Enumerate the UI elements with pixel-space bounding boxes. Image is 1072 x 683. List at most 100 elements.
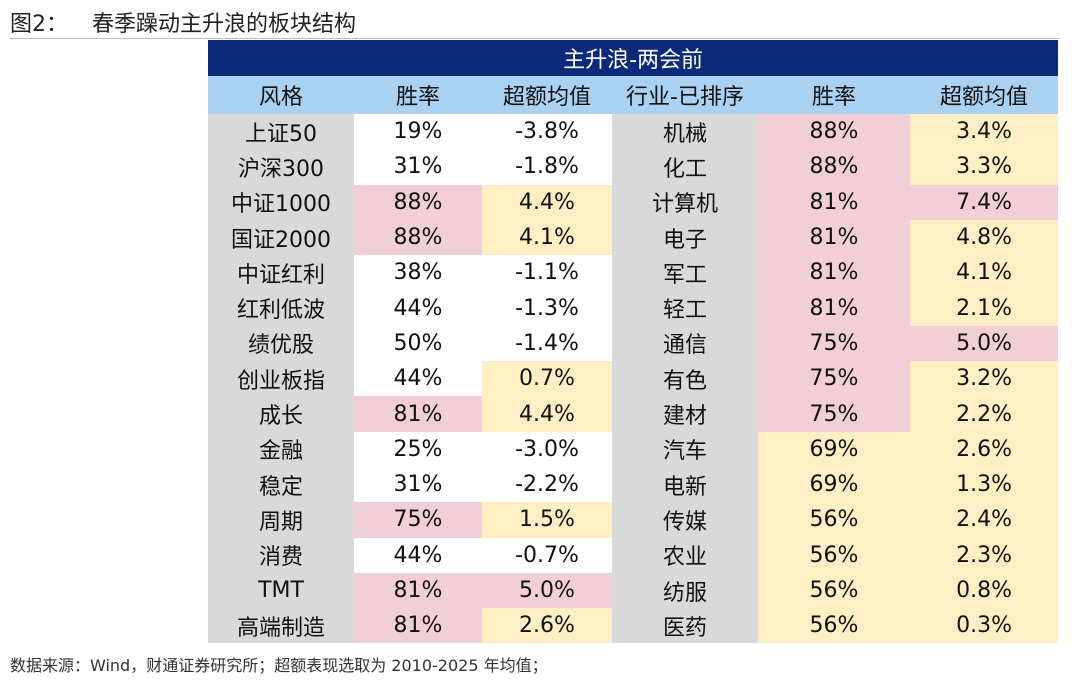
style-name-cell: 中证1000 (208, 184, 354, 220)
table-row: 稳定 31% -2.2% 电新 69% 1.3% (208, 466, 1059, 503)
industry-win-rate-cell: 75% (758, 361, 910, 397)
style-excess-cell: -1.8% (482, 149, 612, 185)
industry-name-cell: 化工 (612, 149, 758, 185)
style-name-cell: 稳定 (208, 466, 354, 503)
industry-win-rate-cell: 69% (758, 466, 910, 503)
industry-name-cell: 纺服 (612, 572, 758, 609)
style-win-rate-cell: 88% (354, 184, 482, 220)
table-row: 中证红利 38% -1.1% 军工 81% 4.1% (208, 255, 1059, 291)
industry-win-rate-cell: 56% (758, 608, 910, 644)
industry-excess-cell: 4.8% (910, 219, 1059, 256)
table-row: 周期 75% 1.5% 传媒 56% 2.4% (208, 502, 1059, 538)
header-industry: 行业-已排序 (612, 76, 758, 114)
header-excess-style: 超额均值 (482, 76, 612, 114)
industry-name-cell: 电新 (612, 466, 758, 503)
industry-win-rate-cell: 88% (758, 114, 910, 150)
industry-excess-cell: 2.6% (910, 431, 1059, 467)
style-name-cell: 创业板指 (208, 361, 354, 397)
style-excess-cell: 4.4% (482, 184, 612, 220)
header-win-rate-industry: 胜率 (758, 76, 910, 114)
industry-name-cell: 通信 (612, 325, 758, 362)
style-name-cell: 上证50 (208, 114, 354, 150)
industry-excess-cell: 3.4% (910, 114, 1059, 150)
industry-win-rate-cell: 56% (758, 572, 910, 609)
style-win-rate-cell: 88% (354, 219, 482, 256)
style-name-cell: 红利低波 (208, 290, 354, 326)
style-name-cell: 成长 (208, 396, 354, 432)
style-win-rate-cell: 44% (354, 361, 482, 397)
style-excess-cell: 4.1% (482, 219, 612, 256)
industry-name-cell: 计算机 (612, 184, 758, 220)
industry-name-cell: 有色 (612, 361, 758, 397)
industry-excess-cell: 2.4% (910, 502, 1059, 538)
industry-name-cell: 建材 (612, 396, 758, 432)
industry-win-rate-cell: 81% (758, 219, 910, 256)
style-name-cell: 绩优股 (208, 325, 354, 362)
industry-name-cell: 医药 (612, 608, 758, 644)
table-row: 绩优股 50% -1.4% 通信 75% 5.0% (208, 325, 1059, 362)
industry-excess-cell: 3.2% (910, 361, 1059, 397)
style-win-rate-cell: 44% (354, 537, 482, 573)
industry-name-cell: 机械 (612, 114, 758, 150)
style-name-cell: 金融 (208, 431, 354, 467)
style-name-cell: 周期 (208, 502, 354, 538)
industry-excess-cell: 2.2% (910, 396, 1059, 432)
header-win-rate-style: 胜率 (354, 76, 482, 114)
table-row: 消费 44% -0.7% 农业 56% 2.3% (208, 537, 1059, 573)
industry-excess-cell: 7.4% (910, 184, 1059, 220)
table-group-header: 主升浪-两会前 (208, 40, 1059, 76)
industry-win-rate-cell: 81% (758, 290, 910, 326)
industry-name-cell: 轻工 (612, 290, 758, 326)
style-name-cell: 中证红利 (208, 255, 354, 291)
style-excess-cell: -3.0% (482, 431, 612, 467)
style-win-rate-cell: 81% (354, 608, 482, 644)
header-style: 风格 (208, 76, 354, 114)
table-row: 上证50 19% -3.8% 机械 88% 3.4% (208, 114, 1059, 150)
style-win-rate-cell: 75% (354, 502, 482, 538)
style-excess-cell: 4.4% (482, 396, 612, 432)
style-win-rate-cell: 50% (354, 325, 482, 362)
source-note: 数据来源：Wind，财通证券研究所；超额表现选取为 2010-2025 年均值； (10, 656, 548, 675)
industry-excess-cell: 3.3% (910, 149, 1059, 185)
style-excess-cell: -1.3% (482, 290, 612, 326)
style-win-rate-cell: 31% (354, 466, 482, 503)
style-excess-cell: 0.7% (482, 361, 612, 397)
table-row: 创业板指 44% 0.7% 有色 75% 3.2% (208, 361, 1059, 397)
industry-name-cell: 农业 (612, 537, 758, 573)
industry-name-cell: 传媒 (612, 502, 758, 538)
industry-win-rate-cell: 81% (758, 184, 910, 220)
industry-excess-cell: 4.1% (910, 255, 1059, 291)
figure-title: 图2： 春季躁动主升浪的板块结构 (10, 6, 356, 38)
header-excess-industry: 超额均值 (910, 76, 1059, 114)
table-row: 中证1000 88% 4.4% 计算机 81% 7.4% (208, 184, 1059, 220)
style-name-cell: 国证2000 (208, 219, 354, 256)
industry-win-rate-cell: 56% (758, 537, 910, 573)
table-row: TMT 81% 5.0% 纺服 56% 0.8% (208, 572, 1059, 609)
style-win-rate-cell: 44% (354, 290, 482, 326)
industry-win-rate-cell: 75% (758, 396, 910, 432)
industry-excess-cell: 2.1% (910, 290, 1059, 326)
industry-name-cell: 军工 (612, 255, 758, 291)
figure-label: 图2： (10, 12, 68, 37)
industry-excess-cell: 0.8% (910, 572, 1059, 609)
table-row: 高端制造 81% 2.6% 医药 56% 0.3% (208, 608, 1059, 644)
style-excess-cell: 1.5% (482, 502, 612, 538)
style-excess-cell: 5.0% (482, 572, 612, 609)
table-row: 红利低波 44% -1.3% 轻工 81% 2.1% (208, 290, 1059, 326)
table-row: 国证2000 88% 4.1% 电子 81% 4.8% (208, 219, 1059, 256)
style-name-cell: 沪深300 (208, 149, 354, 185)
style-win-rate-cell: 81% (354, 572, 482, 609)
industry-win-rate-cell: 75% (758, 325, 910, 362)
table-row: 金融 25% -3.0% 汽车 69% 2.6% (208, 431, 1059, 467)
style-name-cell: 消费 (208, 537, 354, 573)
style-name-cell: TMT (208, 572, 354, 609)
style-excess-cell: -1.4% (482, 325, 612, 362)
industry-win-rate-cell: 56% (758, 502, 910, 538)
sector-table: 主升浪-两会前 风格 胜率 超额均值 行业-已排序 胜率 超额均值 上证50 19% -3.8… (208, 40, 1059, 644)
style-name-cell: 高端制造 (208, 608, 354, 644)
style-excess-cell: -3.8% (482, 114, 612, 150)
industry-name-cell: 汽车 (612, 431, 758, 467)
industry-name-cell: 电子 (612, 219, 758, 256)
style-win-rate-cell: 25% (354, 431, 482, 467)
table-row: 沪深300 31% -1.8% 化工 88% 3.3% (208, 149, 1059, 185)
